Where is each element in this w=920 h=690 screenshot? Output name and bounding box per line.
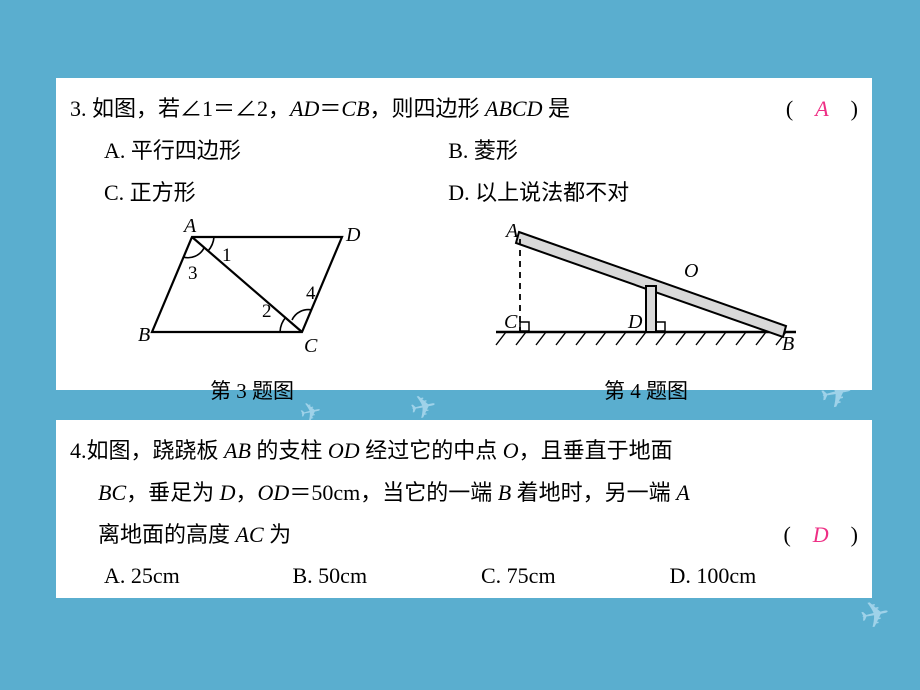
q3-ABCD: ABCD xyxy=(485,96,542,121)
lbl-4: 4 xyxy=(306,283,316,304)
q3-number: 3. xyxy=(70,96,87,121)
lbl-2: 2 xyxy=(262,301,272,322)
q4-figure: A O C D B 第 4 题图 xyxy=(486,217,806,405)
q3-cond1: ∠1＝∠2 xyxy=(180,96,268,121)
lbl-1: 1 xyxy=(222,245,232,266)
figures-row: A D C B 1 3 2 4 第 3 题图 xyxy=(70,217,858,405)
q3-option-D: D. 以上说法都不对 xyxy=(448,172,858,214)
q4-option-D: D. 100cm xyxy=(670,555,859,597)
q3-options: A. 平行四边形 B. 菱形 C. 正方形 D. 以上说法都不对 xyxy=(70,130,858,214)
q3-answer: A xyxy=(815,96,828,121)
q3-answer-bracket: ( A ) xyxy=(786,88,858,130)
lbl-B: B xyxy=(138,324,150,346)
lbl-A: A xyxy=(182,217,197,237)
q4-answer-bracket: ( D ) xyxy=(783,514,858,556)
question-3-card: 3. 如图，若∠1＝∠2，AD＝CB，则四边形 ABCD 是 ( A ) A. … xyxy=(56,78,872,390)
q3-stem: 3. 如图，若∠1＝∠2，AD＝CB，则四边形 ABCD 是 ( A ) xyxy=(70,88,858,130)
q3-caption: 第 3 题图 xyxy=(122,375,382,405)
lbl-C: C xyxy=(304,335,318,357)
q3-option-A: A. 平行四边形 xyxy=(70,130,448,172)
q4-lbl-D: D xyxy=(627,311,643,333)
q4-options: A. 25cm B. 50cm C. 75cm D. 100cm xyxy=(70,555,858,597)
lbl-3: 3 xyxy=(188,263,198,284)
q3-stem-a: 如图，若 xyxy=(92,96,180,121)
bg-plane-4: ✈ xyxy=(856,591,894,638)
q3-CB: CB xyxy=(341,96,369,121)
q4-number: 4. xyxy=(70,438,87,463)
q3-option-B: B. 菱形 xyxy=(448,130,858,172)
q4-option-B: B. 50cm xyxy=(293,555,482,597)
q4-lbl-C: C xyxy=(504,311,518,333)
q4-option-C: C. 75cm xyxy=(481,555,670,597)
q4-option-A: A. 25cm xyxy=(104,555,293,597)
q4-caption: 第 4 题图 xyxy=(486,375,806,405)
question-4-card: 4.如图，跷跷板 AB 的支柱 OD 经过它的中点 O，且垂直于地面 BC，垂足… xyxy=(56,420,872,598)
q4-line3: 离地面的高度 AC 为 ( D ) xyxy=(70,514,858,556)
q4-lbl-B: B xyxy=(782,333,794,355)
q3-figure: A D C B 1 3 2 4 第 3 题图 xyxy=(122,217,382,405)
q4-answer: D xyxy=(813,522,829,547)
q3-option-C: C. 正方形 xyxy=(70,172,448,214)
lbl-D: D xyxy=(345,224,361,246)
q3-AD: AD xyxy=(290,96,319,121)
q4-line1: 4.如图，跷跷板 AB 的支柱 OD 经过它的中点 O，且垂直于地面 xyxy=(70,430,858,472)
q4-lbl-A: A xyxy=(504,220,519,242)
q4-lbl-O: O xyxy=(684,260,698,282)
q4-line2: BC，垂足为 D，OD＝50cm，当它的一端 B 着地时，另一端 A xyxy=(70,472,858,514)
